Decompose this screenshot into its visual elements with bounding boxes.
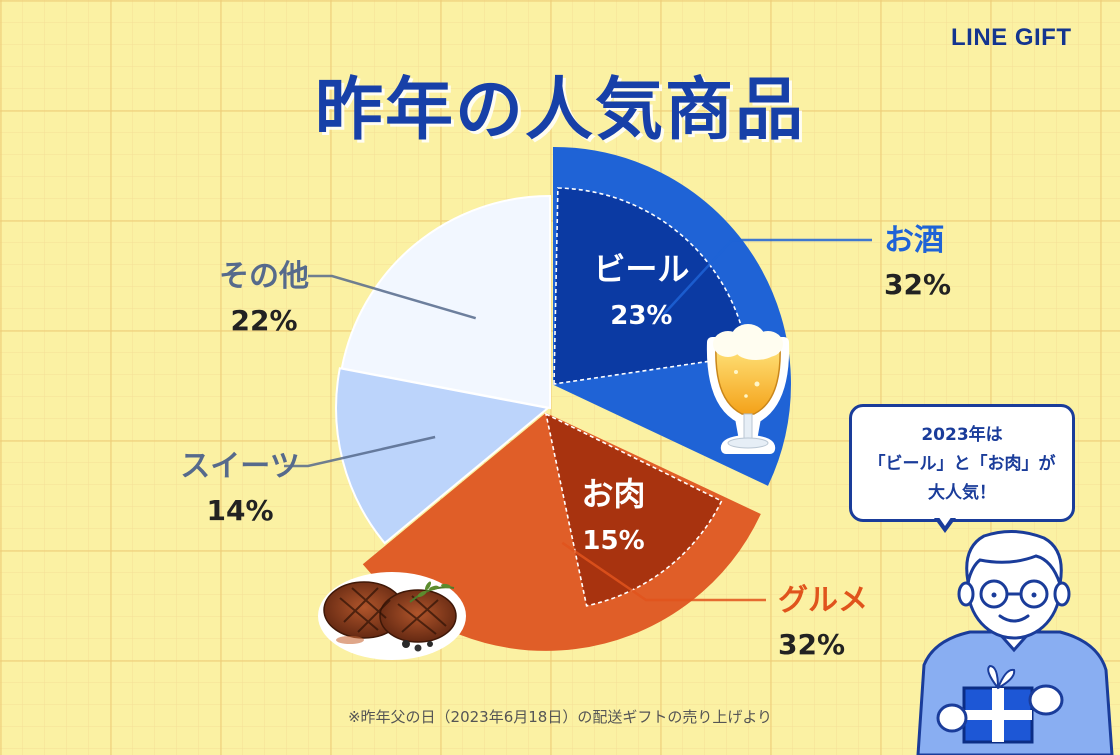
subslice-name-label: お肉 [582,475,646,513]
slice-name-label-gourmet: グルメ [778,583,868,618]
slice-name-label-other: その他 [219,259,309,294]
leader-line-other [308,274,477,320]
subslice-value-label: 15% [582,526,644,556]
slice-value-label-other: 22% [230,304,297,337]
slice-value-label-alcohol: 32% [884,268,951,301]
steak-icon [318,572,466,660]
leader-line-sweets [284,435,436,468]
slice-name-label-alcohol: お酒 [884,223,944,258]
leader-line-alcohol [662,238,872,316]
line-gift-logo: LINE GIFT [951,24,1072,51]
slice-value-label-gourmet: 32% [778,628,845,661]
speech-bubble: 2023年は 「ビール」と「お肉」が 大人気！ [849,404,1075,522]
subslice-name-label: ビール [593,250,689,288]
subslice-value-label: 23% [610,301,672,331]
pie-subslice-meat [544,412,723,607]
slice-value-label-sweets: 14% [206,494,273,527]
man-with-gift-icon [916,530,1114,755]
pie-subslice-beer [553,187,749,385]
pie-slice-sweets [335,367,551,545]
pie-slice-other [340,194,551,410]
leader-line-gourmet [561,541,766,602]
chart-title: 昨年の人気商品 [314,71,805,150]
slice-name-label-sweets: スイーツ [180,449,299,484]
speech-bubble-tail-fill [938,516,952,526]
footnote: ※昨年父の日（2023年6月18日）の配送ギフトの売り上げより [347,708,773,726]
callout-line-1: 2023年は [921,425,1003,445]
callout-line-3: 大人気！ [928,483,996,503]
callout-line-2: 「ビール」と「お肉」が [868,454,1056,474]
beer-glass-icon [706,324,790,454]
